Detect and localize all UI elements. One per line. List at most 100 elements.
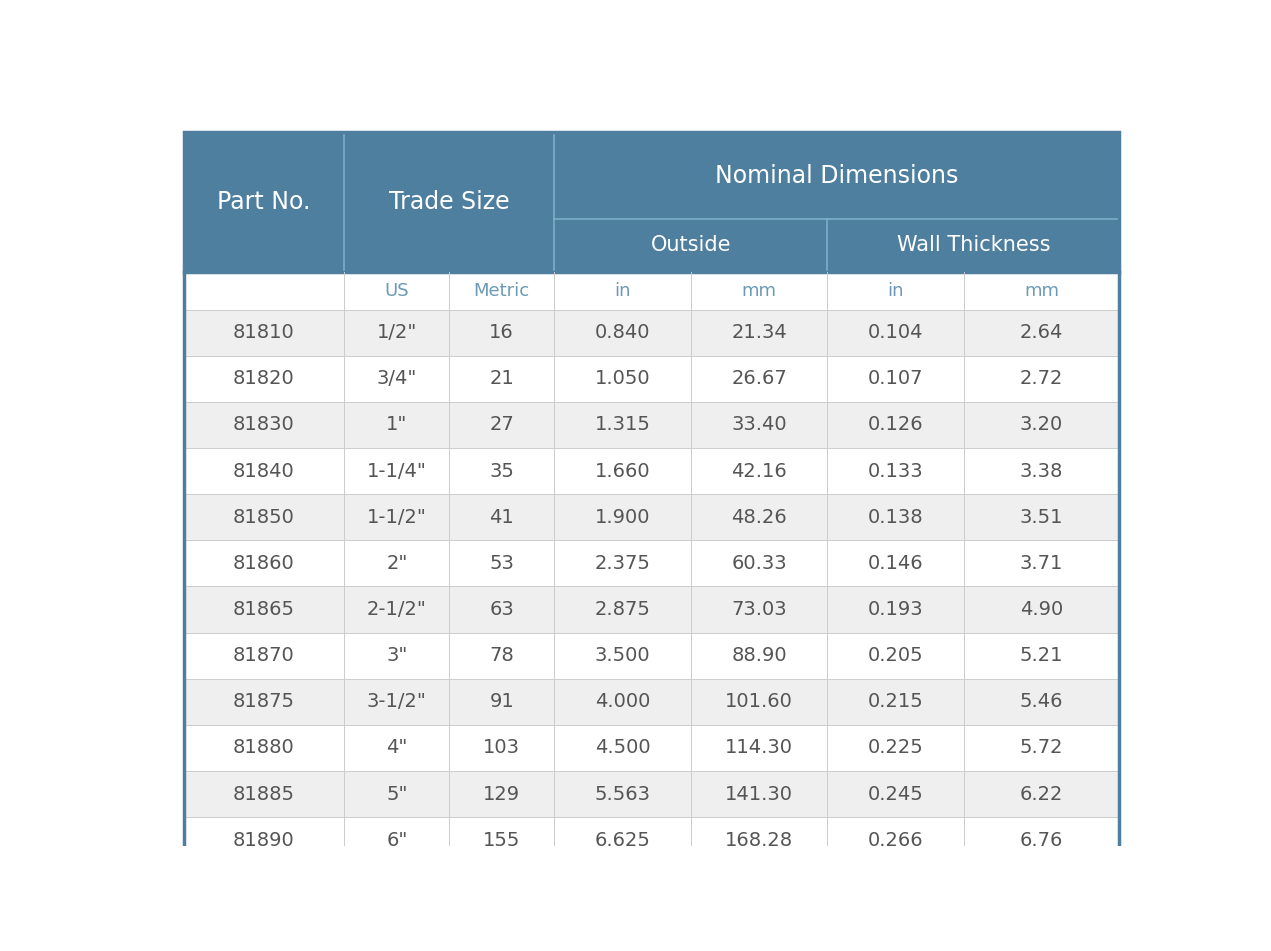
- Text: Nominal Dimensions: Nominal Dimensions: [716, 164, 958, 187]
- Text: 0.245: 0.245: [868, 785, 924, 804]
- Text: 1-1/4": 1-1/4": [367, 461, 427, 480]
- Text: 1.315: 1.315: [595, 416, 651, 435]
- Text: 81810: 81810: [233, 323, 295, 342]
- Text: 155: 155: [483, 830, 520, 849]
- Text: 3.20: 3.20: [1021, 416, 1064, 435]
- Text: 26.67: 26.67: [731, 369, 787, 388]
- Text: 3.500: 3.500: [595, 646, 651, 665]
- Text: in: in: [614, 281, 630, 300]
- Bar: [183, 817, 1120, 864]
- Text: 1": 1": [386, 416, 408, 435]
- Text: 0.104: 0.104: [868, 323, 923, 342]
- Bar: [183, 356, 1120, 402]
- Text: 81820: 81820: [233, 369, 295, 388]
- Text: 73.03: 73.03: [731, 600, 787, 619]
- Text: 41: 41: [489, 508, 513, 527]
- Text: Metric: Metric: [474, 281, 530, 300]
- Text: 88.90: 88.90: [731, 646, 787, 665]
- Text: 3": 3": [386, 646, 408, 665]
- Text: 63: 63: [489, 600, 513, 619]
- Text: 78: 78: [489, 646, 513, 665]
- Text: 6.625: 6.625: [595, 830, 651, 849]
- Text: 1.050: 1.050: [595, 369, 651, 388]
- Text: 0.133: 0.133: [868, 461, 924, 480]
- Text: 2.64: 2.64: [1019, 323, 1064, 342]
- Text: 103: 103: [483, 738, 520, 757]
- Text: 21.34: 21.34: [731, 323, 787, 342]
- Bar: [183, 632, 1120, 679]
- Text: 1.900: 1.900: [595, 508, 651, 527]
- Text: 91: 91: [489, 692, 513, 711]
- Text: 0.205: 0.205: [868, 646, 924, 665]
- Text: 6": 6": [386, 830, 408, 849]
- Text: 4.90: 4.90: [1021, 600, 1064, 619]
- Bar: [183, 310, 1120, 356]
- Text: 81880: 81880: [233, 738, 295, 757]
- Text: 3/4": 3/4": [376, 369, 417, 388]
- Text: 0.193: 0.193: [868, 600, 924, 619]
- Text: 3.51: 3.51: [1019, 508, 1064, 527]
- Text: 48.26: 48.26: [731, 508, 787, 527]
- Text: 81885: 81885: [233, 785, 295, 804]
- Text: 3.38: 3.38: [1019, 461, 1064, 480]
- Text: 0.266: 0.266: [868, 830, 924, 849]
- Text: 5.563: 5.563: [595, 785, 651, 804]
- Text: 5.46: 5.46: [1019, 692, 1064, 711]
- Text: 114.30: 114.30: [724, 738, 793, 757]
- Text: 81840: 81840: [233, 461, 295, 480]
- Text: 1.660: 1.660: [595, 461, 651, 480]
- Text: 2-1/2": 2-1/2": [367, 600, 427, 619]
- Text: 1/2": 1/2": [376, 323, 417, 342]
- Text: 2.375: 2.375: [595, 553, 651, 573]
- Text: 6.76: 6.76: [1019, 830, 1064, 849]
- Text: 3-1/2": 3-1/2": [367, 692, 427, 711]
- Bar: [554, 132, 1120, 219]
- Text: 0.138: 0.138: [868, 508, 924, 527]
- Text: 0.225: 0.225: [868, 738, 924, 757]
- Text: 81860: 81860: [233, 553, 295, 573]
- Bar: [554, 219, 827, 272]
- Text: 0.107: 0.107: [868, 369, 923, 388]
- Text: 101.60: 101.60: [724, 692, 793, 711]
- Text: 42.16: 42.16: [731, 461, 787, 480]
- Text: 2": 2": [386, 553, 408, 573]
- Text: 0.840: 0.840: [595, 323, 651, 342]
- Text: 2.72: 2.72: [1019, 369, 1064, 388]
- Text: 2.875: 2.875: [595, 600, 651, 619]
- Text: mm: mm: [1024, 281, 1059, 300]
- Text: 60.33: 60.33: [731, 553, 787, 573]
- Text: 33.40: 33.40: [731, 416, 787, 435]
- Text: mm: mm: [741, 281, 777, 300]
- Bar: [183, 448, 1120, 495]
- Text: 81850: 81850: [233, 508, 295, 527]
- Bar: [183, 679, 1120, 725]
- Text: 141.30: 141.30: [724, 785, 793, 804]
- Text: 81870: 81870: [233, 646, 295, 665]
- Text: 5.21: 5.21: [1019, 646, 1064, 665]
- Bar: [183, 495, 1120, 540]
- Text: 27: 27: [489, 416, 513, 435]
- Text: 4": 4": [386, 738, 408, 757]
- Text: 4.500: 4.500: [595, 738, 651, 757]
- Bar: [183, 540, 1120, 587]
- Text: 5": 5": [386, 785, 408, 804]
- Text: 0.215: 0.215: [868, 692, 924, 711]
- Bar: [183, 587, 1120, 632]
- Text: 81890: 81890: [233, 830, 295, 849]
- Text: 81830: 81830: [233, 416, 295, 435]
- Text: Trade Size: Trade Size: [389, 190, 510, 214]
- Text: US: US: [385, 281, 409, 300]
- Text: 1-1/2": 1-1/2": [367, 508, 427, 527]
- Bar: [183, 771, 1120, 817]
- Text: 4.000: 4.000: [595, 692, 649, 711]
- Text: 6.22: 6.22: [1019, 785, 1064, 804]
- Bar: [827, 219, 1120, 272]
- Text: 3.71: 3.71: [1019, 553, 1064, 573]
- Bar: [183, 725, 1120, 771]
- Text: 168.28: 168.28: [724, 830, 793, 849]
- Text: 0.146: 0.146: [868, 553, 924, 573]
- Bar: [183, 402, 1120, 448]
- Text: 81875: 81875: [233, 692, 295, 711]
- Text: Part No.: Part No.: [217, 190, 310, 214]
- Text: in: in: [887, 281, 904, 300]
